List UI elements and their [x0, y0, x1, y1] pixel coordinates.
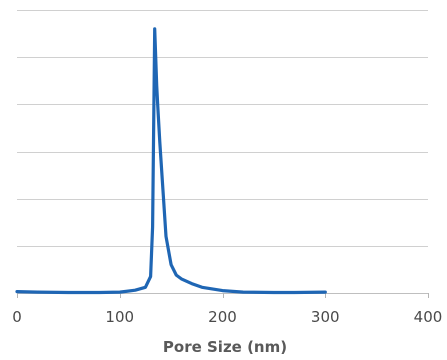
x-tick-label: 200: [208, 308, 237, 326]
series-group: [15, 27, 327, 295]
x-tick-label: 0: [12, 308, 22, 326]
series-line: [15, 27, 327, 295]
x-tick-label: 300: [311, 308, 340, 326]
x-axis-tick-labels: 0 100 200 300 400: [12, 308, 442, 326]
x-axis-ticks: [17, 293, 429, 298]
x-tick-label: 100: [105, 308, 134, 326]
x-tick-label: 400: [414, 308, 443, 326]
x-axis-title: Pore Size (nm): [163, 338, 287, 356]
gridlines: [17, 10, 428, 294]
